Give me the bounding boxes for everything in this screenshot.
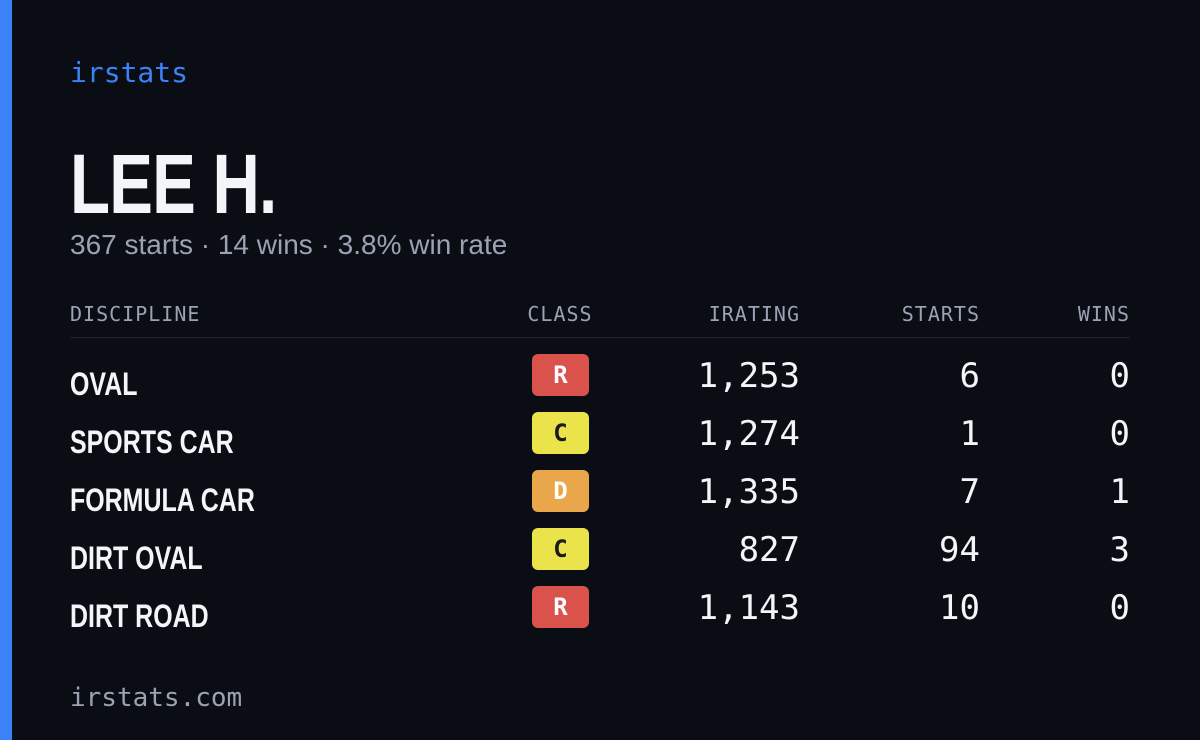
driver-summary: 367 starts · 14 wins · 3.8% win rate — [70, 229, 508, 260]
class-badge: C — [532, 528, 589, 570]
starts: 10 — [939, 588, 980, 628]
discipline: FORMULA CAR — [70, 482, 255, 518]
column-header: STARTS — [901, 302, 980, 326]
column-header: WINS — [1077, 302, 1130, 326]
irating: 1,253 — [697, 356, 800, 396]
class-badge: R — [532, 354, 589, 396]
discipline: OVAL — [70, 366, 138, 402]
wins: 0 — [1109, 356, 1130, 396]
driver-name: LEE H. — [70, 137, 277, 231]
wins: 0 — [1109, 414, 1130, 454]
irating: 827 — [738, 530, 800, 570]
footer: irstats.com — [70, 683, 243, 713]
wins: 3 — [1109, 530, 1130, 570]
discipline: SPORTS CAR — [70, 424, 234, 460]
starts: 1 — [959, 414, 980, 454]
irating: 1,143 — [697, 588, 800, 628]
wins: 0 — [1109, 588, 1130, 628]
accent-bar — [0, 0, 12, 740]
column-header: IRATING — [708, 302, 800, 326]
brand: irstats — [70, 56, 189, 89]
column-header: DISCIPLINE — [70, 302, 201, 326]
discipline: DIRT ROAD — [70, 598, 209, 634]
discipline: DIRT OVAL — [70, 540, 203, 576]
column-header: CLASS — [527, 302, 593, 326]
header-rule — [70, 337, 1130, 338]
class-badge: D — [532, 470, 589, 512]
starts: 7 — [959, 472, 980, 512]
starts: 6 — [959, 356, 980, 396]
class-badge: C — [532, 412, 589, 454]
irating: 1,335 — [697, 472, 800, 512]
starts: 94 — [939, 530, 980, 570]
wins: 1 — [1109, 472, 1130, 512]
class-badge: R — [532, 586, 589, 628]
irating: 1,274 — [697, 414, 800, 454]
